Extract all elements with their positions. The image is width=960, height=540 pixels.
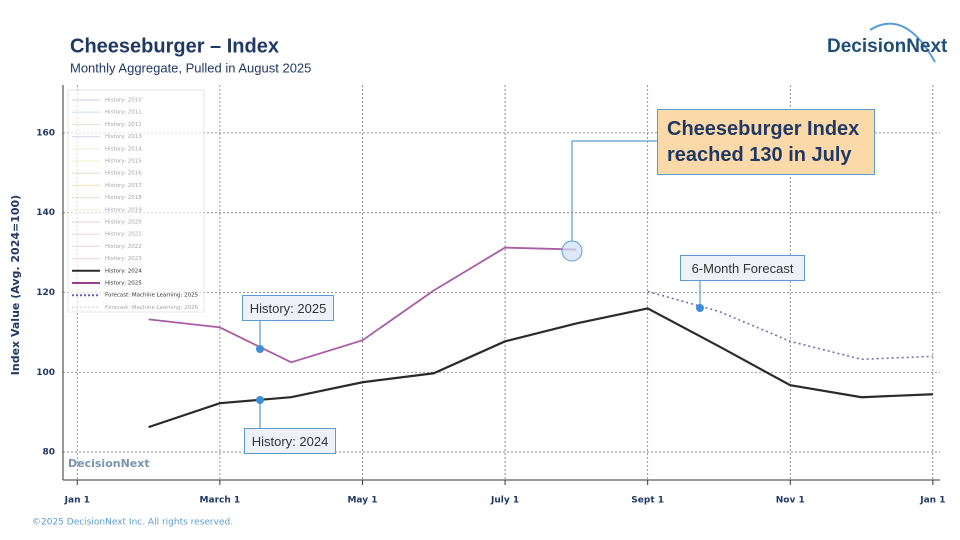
legend-label: History: 2013 <box>105 134 142 140</box>
logo-swoosh <box>869 22 936 63</box>
callout-dot <box>256 396 264 404</box>
legend-label: History: 2012 <box>105 122 142 128</box>
legend-label: History: 2022 <box>105 244 142 250</box>
chart-title: Cheeseburger – Index <box>70 35 279 57</box>
legend-label: Forecast: Machine Learning: 2026 <box>105 305 199 311</box>
legend-label: History: 2015 <box>105 159 142 165</box>
legend-label: History: 2014 <box>105 146 142 152</box>
callout-leader <box>571 140 657 241</box>
legend-label: History: 2021 <box>105 232 142 238</box>
x-tick-label: March 1 <box>200 496 241 506</box>
x-tick-label: Sept 1 <box>631 496 664 506</box>
logo: DecisionNext <box>827 36 948 57</box>
legend-label: History: 2023 <box>105 256 142 262</box>
y-axis-label: Index Value (Avg. 2024=100) <box>9 195 22 375</box>
footer: ©2025 DecisionNext Inc. All rights reser… <box>32 518 233 528</box>
x-tick-label: Nov 1 <box>776 496 805 506</box>
x-tick-label: July 1 <box>490 496 519 506</box>
chart-subtitle: Monthly Aggregate, Pulled in August 2025 <box>70 60 311 75</box>
annotation: History: 2025 <box>242 295 334 321</box>
x-tick-label: Jan 1 <box>919 496 945 506</box>
callout-dot <box>696 304 704 312</box>
legend-label: History: 2020 <box>105 220 142 226</box>
y-tick-label: 100 <box>36 368 55 378</box>
x-tick-label: Jan 1 <box>64 496 90 506</box>
annotation: Cheeseburger Index reached 130 in July <box>657 109 875 175</box>
y-tick-label: 120 <box>36 288 55 298</box>
legend-label: History: 2016 <box>105 171 142 177</box>
series-line <box>647 290 933 361</box>
legend-label: History: 2018 <box>105 195 142 201</box>
y-tick-label: 80 <box>42 448 55 458</box>
legend-label: History: 2017 <box>105 183 142 189</box>
legend-label: History: 2011 <box>105 110 142 116</box>
callout-dot <box>256 345 264 353</box>
legend-label: Forecast: Machine Learning: 2025 <box>105 293 199 299</box>
legend-label: History: 2010 <box>105 98 142 104</box>
annotation: History: 2024 <box>244 428 336 454</box>
legend-box <box>67 89 205 313</box>
legend-label: History: 2025 <box>105 281 142 287</box>
x-tick-label: May 1 <box>347 496 377 506</box>
series-line <box>148 307 933 429</box>
logo-watermark: DecisionNext <box>68 457 150 470</box>
annotation: 6-Month Forecast <box>680 255 805 281</box>
y-tick-label: 140 <box>36 208 55 218</box>
legend-label: History: 2019 <box>105 207 142 213</box>
legend-label: History: 2024 <box>105 268 142 274</box>
y-tick-label: 160 <box>36 128 55 138</box>
callout-ring <box>561 240 583 262</box>
series-line <box>148 246 577 364</box>
